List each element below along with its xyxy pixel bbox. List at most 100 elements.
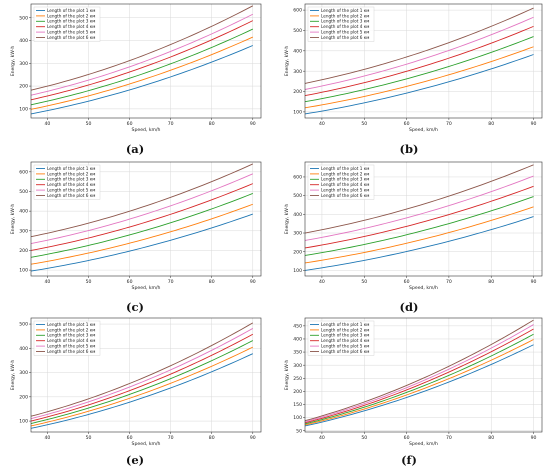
- legend-entry-4: Length of the plot 4 км: [321, 182, 369, 187]
- legend-entry-2: Length of the plot 2 км: [47, 171, 95, 176]
- x-axis-title: Speed, km/h: [409, 285, 438, 291]
- legend-entry-3: Length of the plot 3 км: [321, 177, 369, 182]
- chart-panel-f: 40 50 60 70 80 90 50 100 150 200 250 300 350 400 450 Le…: [284, 317, 543, 467]
- x-tick-label: 60: [127, 279, 133, 285]
- panel-label: (e): [126, 453, 144, 467]
- chart-panel-a: 40 50 60 70 80 90 100 200 300 400 500 Length of the…: [10, 3, 262, 156]
- x-tick-label: 60: [404, 435, 410, 441]
- legend-entry-3: Length of the plot 3 км: [47, 19, 95, 24]
- series-line-6: [304, 319, 534, 422]
- plot-frame: [304, 317, 543, 433]
- x-tick-label: 50: [361, 435, 367, 441]
- panel-label: (d): [400, 300, 419, 314]
- x-tick-label: 60: [404, 279, 410, 285]
- x-tick-label: 80: [488, 121, 494, 127]
- y-tick-label: 400: [293, 337, 302, 343]
- legend-entry-1: Length of the plot 1 км: [321, 8, 369, 13]
- series-line-2: [30, 346, 253, 427]
- y-tick-label: 150: [293, 402, 302, 408]
- x-axis-title: Speed, km/h: [132, 441, 161, 447]
- legend-entry-2: Length of the plot 2 км: [47, 13, 95, 18]
- y-tick-label: 200: [293, 89, 302, 95]
- y-tick-label: 400: [293, 48, 302, 54]
- x-tick-label: 50: [361, 121, 367, 127]
- y-tick-label: 100: [293, 268, 302, 274]
- y-tick-label: 600: [19, 169, 28, 175]
- y-tick-label: 300: [19, 228, 28, 234]
- x-tick-label: 90: [250, 121, 256, 127]
- series-line-6: [30, 5, 253, 91]
- legend-entry-2: Length of the plot 2 км: [321, 171, 369, 176]
- series-line-6: [304, 164, 534, 234]
- series-line-3: [304, 333, 534, 425]
- x-tick-label: 70: [446, 279, 452, 285]
- x-tick-label: 40: [44, 279, 50, 285]
- x-tick-label: 80: [209, 121, 215, 127]
- series-line-2: [30, 203, 253, 265]
- series-line-1: [304, 216, 534, 271]
- x-axis-title: Speed, km/h: [409, 441, 438, 447]
- y-tick-label: 350: [293, 350, 302, 356]
- legend-entry-6: Length of the plot 6 км: [321, 349, 369, 354]
- y-tick-label: 500: [19, 322, 28, 328]
- x-axis-title: Speed, km/h: [132, 127, 161, 133]
- series-line-3: [304, 196, 534, 256]
- y-tick-label: 500: [19, 189, 28, 195]
- legend: Length of the plot 1 км Length of the plo…: [307, 6, 375, 42]
- legend: Length of the plot 1 км Length of the plo…: [307, 320, 375, 356]
- series-line-4: [30, 20, 253, 101]
- chart-panel-e: 40 50 60 70 80 90 100 200 300 400 500 Length of the…: [10, 317, 262, 467]
- y-axis-title: Energy, kW·h: [284, 360, 290, 391]
- legend-box: [33, 6, 101, 42]
- series-line-5: [30, 13, 253, 96]
- x-tick-label: 50: [361, 279, 367, 285]
- legend-box: [33, 320, 101, 356]
- series-line-2: [30, 36, 253, 110]
- y-tick-label: 500: [19, 15, 28, 21]
- series-line-4: [304, 25, 534, 97]
- legend-entry-5: Length of the plot 5 км: [321, 188, 369, 193]
- chart-panel-c: 40 50 60 70 80 90 100 200 300 400 500 600 Length of …: [10, 161, 262, 314]
- x-tick-label: 60: [127, 435, 133, 441]
- y-axis-title: Energy, kW·h: [284, 204, 290, 235]
- legend-entry-4: Length of the plot 4 км: [321, 24, 369, 29]
- plot-frame: [30, 3, 262, 119]
- chart-panel-d: 40 50 60 70 80 90 100 200 300 400 500 600 Length of …: [284, 161, 543, 314]
- series-line-3: [30, 28, 253, 106]
- x-tick-label: 40: [44, 121, 50, 127]
- x-tick-label: 60: [404, 121, 410, 127]
- x-tick-label: 90: [531, 435, 537, 441]
- x-tick-label: 90: [531, 279, 537, 285]
- y-tick-label: 300: [293, 69, 302, 75]
- x-tick-label: 70: [446, 435, 452, 441]
- y-tick-label: 100: [293, 109, 302, 115]
- y-tick-label: 300: [293, 231, 302, 237]
- legend-entry-6: Length of the plot 6 км: [321, 35, 369, 40]
- series-line-5: [304, 324, 534, 423]
- x-tick-label: 80: [488, 279, 494, 285]
- x-tick-label: 80: [488, 435, 494, 441]
- series-line-1: [30, 353, 253, 429]
- x-tick-label: 50: [86, 435, 92, 441]
- y-tick-label: 500: [293, 193, 302, 199]
- legend-entry-5: Length of the plot 5 км: [321, 344, 369, 349]
- legend-entry-6: Length of the plot 6 км: [321, 193, 369, 198]
- legend-entry-1: Length of the plot 1 км: [321, 322, 369, 327]
- y-axis-title: Energy, kW·h: [10, 360, 16, 391]
- x-tick-label: 40: [319, 435, 325, 441]
- x-tick-label: 70: [168, 121, 174, 127]
- y-tick-label: 200: [19, 84, 28, 90]
- legend-entry-4: Length of the plot 4 км: [321, 338, 369, 343]
- x-tick-label: 40: [319, 279, 325, 285]
- legend-entry-1: Length of the plot 1 км: [47, 8, 95, 13]
- x-tick-label: 60: [127, 121, 133, 127]
- legend-entry-4: Length of the plot 4 км: [47, 24, 95, 29]
- legend-entry-1: Length of the plot 1 км: [47, 322, 95, 327]
- x-tick-label: 90: [250, 279, 256, 285]
- legend-entry-5: Length of the plot 5 км: [47, 344, 95, 349]
- panel-label: (f): [401, 453, 417, 467]
- legend-entry-6: Length of the plot 6 км: [47, 193, 95, 198]
